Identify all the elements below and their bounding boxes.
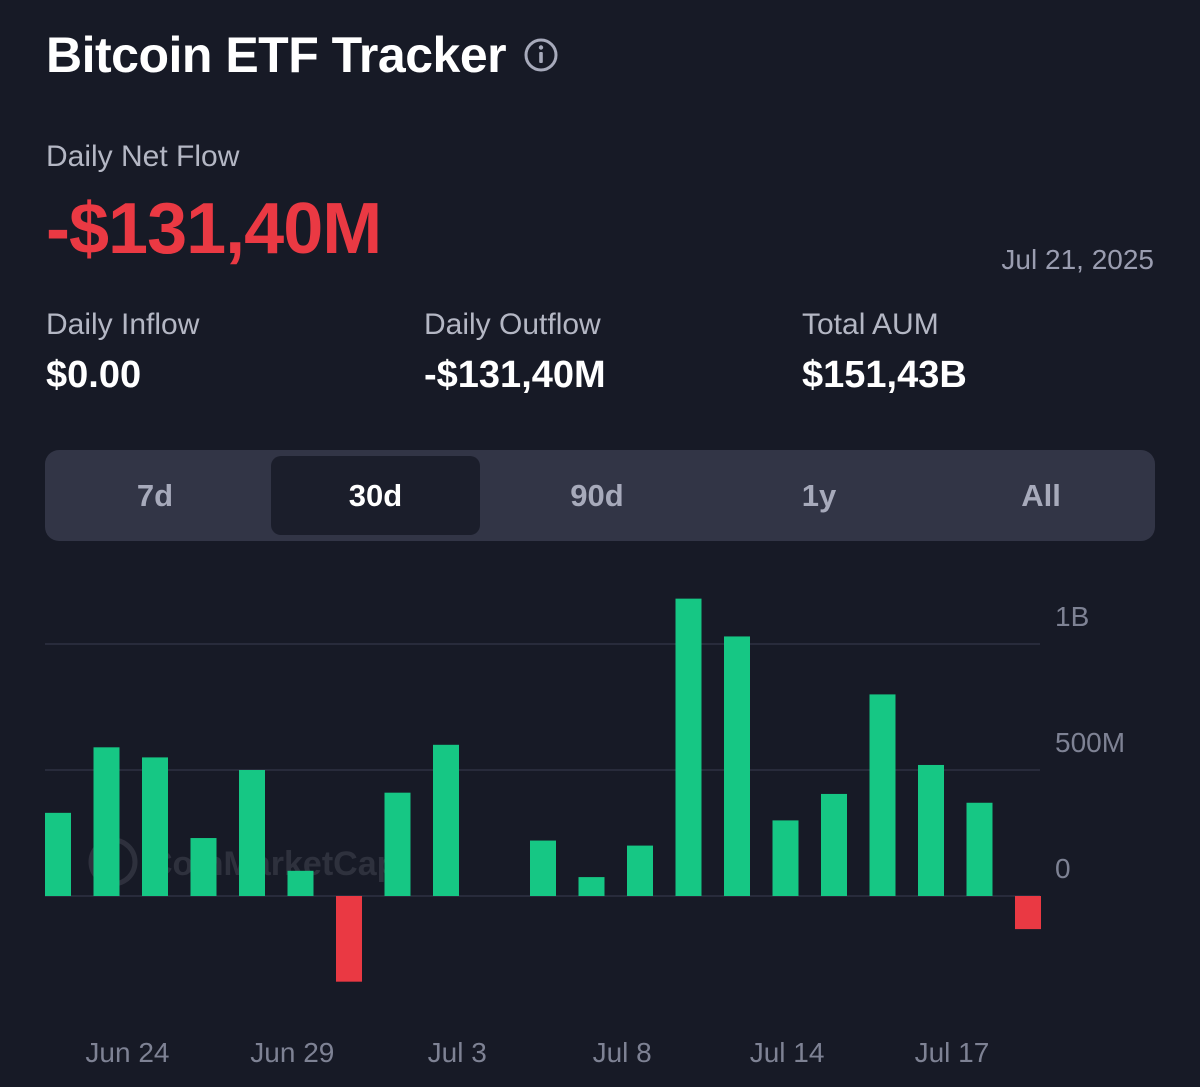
y-tick-label: 0: [1055, 853, 1071, 884]
bar-inflow: [772, 820, 799, 896]
outflow-value: -$131,40M: [424, 354, 606, 396]
x-tick-label: Jun 24: [85, 1037, 169, 1068]
bar-outflow: [1015, 896, 1041, 930]
page-title: Bitcoin ETF Tracker: [46, 27, 507, 83]
bar-inflow: [239, 770, 265, 896]
bar-inflow: [93, 747, 120, 896]
x-tick-label: Jul 17: [915, 1037, 990, 1068]
y-tick-label: 500M: [1055, 727, 1125, 758]
timeframe-tabs: 7d 30d 90d 1y All: [45, 450, 1155, 541]
inflow-value: $0.00: [46, 354, 142, 396]
inflow-label: Daily Inflow: [46, 308, 200, 341]
title-row: Bitcoin ETF Tracker: [46, 26, 558, 84]
tab-30d[interactable]: 30d: [271, 456, 480, 535]
net-flow-label: Daily Net Flow: [46, 140, 240, 173]
bar-inflow: [433, 744, 459, 896]
tab-7d[interactable]: 7d: [136, 478, 174, 513]
aum-value: $151,43B: [802, 354, 967, 396]
bar-inflow: [918, 764, 944, 896]
y-tick-label: 1B: [1055, 601, 1089, 632]
x-tick-label: Jun 29: [250, 1037, 334, 1068]
bar-inflow: [142, 757, 168, 896]
tab-90d[interactable]: 90d: [570, 478, 624, 513]
x-tick-label: Jul 14: [750, 1037, 825, 1068]
watermark-text: CoinMarketCap: [148, 845, 397, 883]
bar-inflow: [821, 793, 847, 896]
bar-inflow: [530, 840, 556, 896]
bar-inflow: [384, 792, 411, 896]
info-icon[interactable]: [524, 38, 558, 72]
bar-inflow: [287, 870, 314, 896]
date-label: Jul 21, 2025: [1001, 244, 1154, 275]
bar-inflow: [627, 845, 653, 896]
x-tick-label: Jul 8: [593, 1037, 652, 1068]
bar-inflow: [869, 694, 896, 896]
bar-inflow: [966, 802, 993, 896]
bar-inflow: [724, 636, 750, 896]
bar-inflow: [578, 877, 605, 896]
tab-all[interactable]: All: [1021, 478, 1061, 513]
outflow-label: Daily Outflow: [424, 308, 601, 341]
bar-inflow: [45, 812, 71, 896]
x-tick-label: Jul 3: [428, 1037, 487, 1068]
bar-outflow: [336, 896, 362, 982]
net-flow-value: -$131,40M: [46, 189, 382, 269]
bar-inflow: [190, 838, 217, 896]
bar-inflow: [675, 598, 702, 896]
etf-flow-bar-chart: 1B 500M 0 CoinMarketCap Jun 24 Jun 29 Jul 3 Jul…: [45, 598, 1125, 1068]
aum-label: Total AUM: [802, 308, 939, 341]
tab-1y[interactable]: 1y: [801, 478, 837, 513]
